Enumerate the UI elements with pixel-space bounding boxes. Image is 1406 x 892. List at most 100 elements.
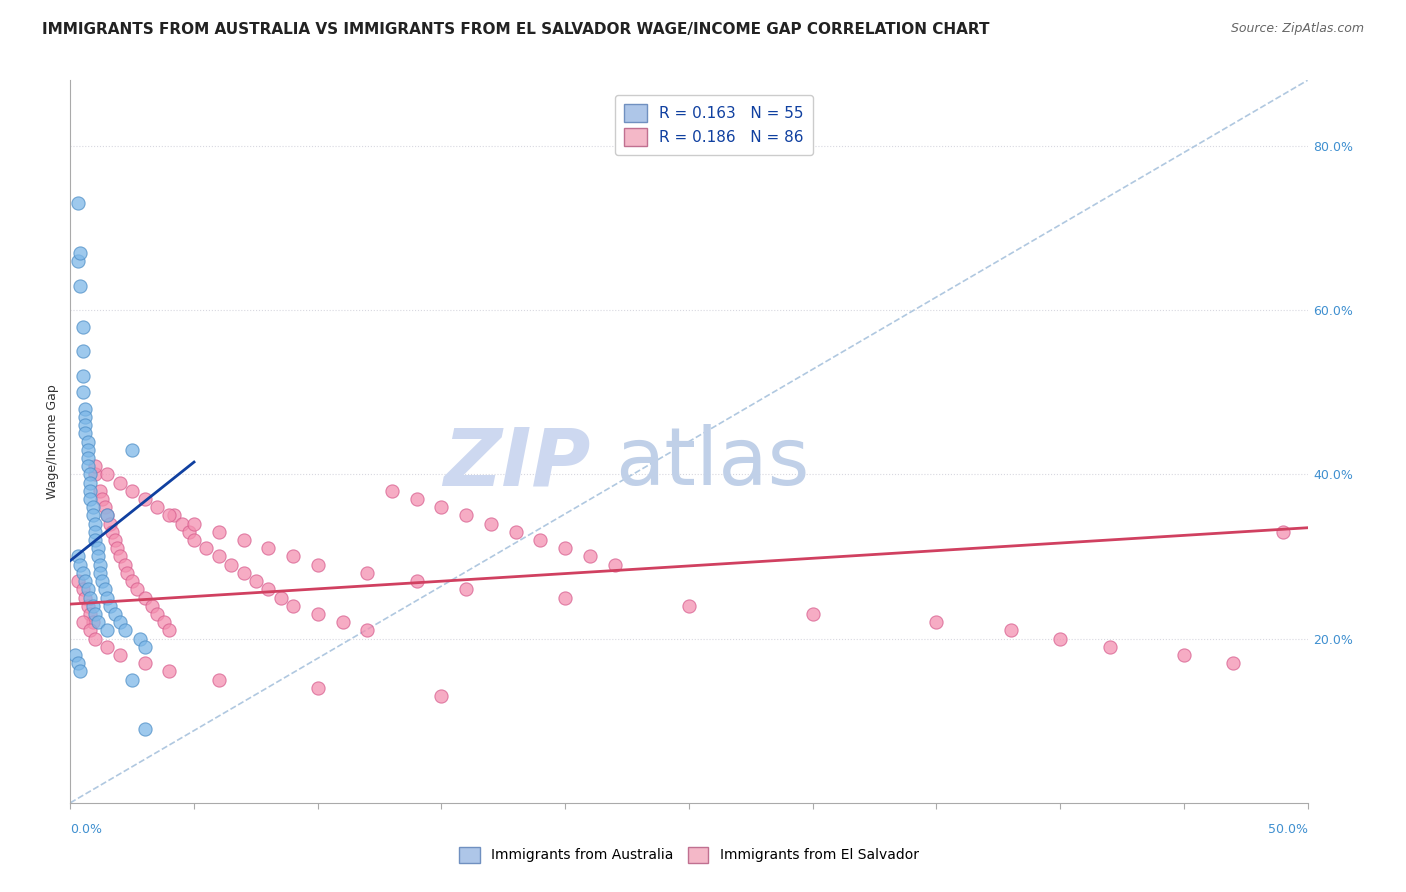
Point [69, 245, 91, 260]
Point [101, 524, 124, 539]
Point [82, 500, 104, 515]
Point [121, 673, 143, 687]
Point [96, 467, 118, 482]
Text: Source: ZipAtlas.com: Source: ZipAtlas.com [1230, 22, 1364, 36]
Point [134, 591, 156, 605]
Point [183, 516, 205, 531]
Point [75, 418, 97, 433]
Point [177, 524, 200, 539]
Point [82, 599, 104, 613]
Point [925, 615, 948, 630]
Point [257, 541, 280, 556]
Point [157, 665, 180, 679]
Point [127, 582, 149, 597]
Point [72, 582, 94, 597]
Point [405, 491, 427, 506]
Point [76, 450, 98, 465]
Point [332, 615, 354, 630]
Point [430, 689, 453, 703]
Point [307, 607, 329, 621]
Point [69, 665, 91, 679]
Point [456, 582, 478, 597]
Point [208, 549, 231, 564]
Point [381, 483, 404, 498]
Point [678, 599, 700, 613]
Point [69, 558, 91, 572]
Point [114, 624, 136, 638]
Point [76, 442, 98, 457]
Point [72, 368, 94, 383]
Text: IMMIGRANTS FROM AUSTRALIA VS IMMIGRANTS FROM EL SALVADOR WAGE/INCOME GAP CORRELA: IMMIGRANTS FROM AUSTRALIA VS IMMIGRANTS … [42, 22, 990, 37]
Text: ZIP: ZIP [443, 425, 591, 502]
Point [65, 648, 87, 662]
Point [134, 640, 156, 654]
Point [603, 558, 626, 572]
Point [456, 508, 478, 523]
Point [72, 385, 94, 400]
Point [91, 574, 114, 588]
Point [554, 591, 576, 605]
Point [79, 607, 101, 621]
Point [232, 533, 254, 547]
Point [232, 566, 254, 580]
Point [86, 615, 108, 630]
Point [72, 344, 94, 359]
Point [66, 657, 89, 671]
Point [121, 483, 143, 498]
Point [114, 558, 136, 572]
Point [170, 516, 193, 531]
Point [76, 599, 98, 613]
Point [66, 549, 89, 564]
Point [1000, 624, 1022, 638]
Point [108, 648, 131, 662]
Point [76, 459, 98, 474]
Point [257, 582, 280, 597]
Point [157, 624, 180, 638]
Point [115, 566, 138, 580]
Point [163, 508, 186, 523]
Point [108, 475, 131, 490]
Point [89, 558, 111, 572]
Point [96, 624, 118, 638]
Point [146, 500, 169, 515]
Point [245, 574, 267, 588]
Point [96, 508, 118, 523]
Text: 0.0%: 0.0% [70, 823, 103, 837]
Point [75, 574, 97, 588]
Point [307, 558, 329, 572]
Point [121, 442, 143, 457]
Legend: Immigrants from Australia, Immigrants from El Salvador: Immigrants from Australia, Immigrants fr… [454, 841, 924, 868]
Point [195, 541, 218, 556]
Point [84, 632, 107, 646]
Point [1049, 632, 1071, 646]
Point [94, 500, 117, 515]
Point [86, 541, 108, 556]
Point [579, 549, 602, 564]
Point [75, 409, 97, 424]
Point [356, 566, 378, 580]
Point [505, 524, 527, 539]
Point [72, 319, 94, 334]
Point [79, 467, 101, 482]
Point [79, 475, 101, 490]
Point [121, 574, 143, 588]
Y-axis label: Wage/Income Gap: Wage/Income Gap [46, 384, 59, 499]
Point [96, 591, 118, 605]
Point [1098, 640, 1121, 654]
Point [79, 624, 101, 638]
Point [307, 681, 329, 695]
Point [75, 426, 97, 441]
Point [86, 549, 108, 564]
Point [1271, 524, 1294, 539]
Point [76, 434, 98, 449]
Point [79, 491, 101, 506]
Point [134, 491, 156, 506]
Point [356, 624, 378, 638]
Point [66, 574, 89, 588]
Point [281, 599, 304, 613]
Point [153, 615, 176, 630]
Point [1222, 657, 1244, 671]
Point [105, 541, 128, 556]
Point [270, 591, 292, 605]
Point [66, 253, 89, 268]
